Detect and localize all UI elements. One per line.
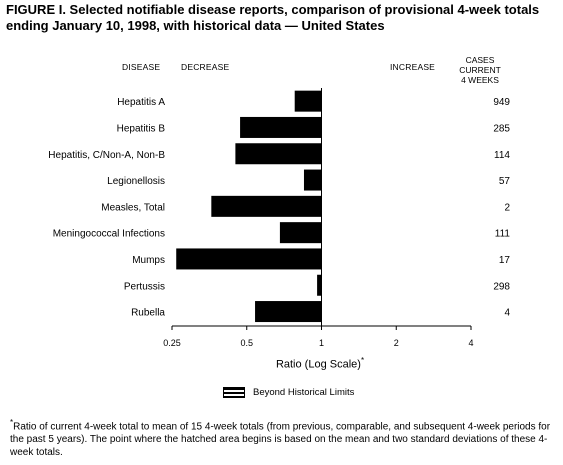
cases-value: 114 xyxy=(494,150,510,161)
category-label: Hepatitis B xyxy=(117,123,166,134)
cases-header-line2: 4 WEEKS xyxy=(461,75,499,85)
x-tick-label: 0.5 xyxy=(240,338,253,348)
x-axis-title: Ratio (Log Scale)* xyxy=(240,356,400,371)
bar xyxy=(240,116,322,138)
decrease-header: DECREASE xyxy=(181,62,230,72)
bar xyxy=(255,301,322,323)
bar xyxy=(317,274,322,296)
bar xyxy=(279,222,322,244)
bar xyxy=(176,248,322,270)
cases-value: 57 xyxy=(499,176,511,187)
cases-value: 4 xyxy=(504,308,510,319)
bar xyxy=(211,195,322,217)
category-label: Mumps xyxy=(132,255,165,266)
legend-label: Beyond Historical Limits xyxy=(253,386,355,398)
category-label: Legionellosis xyxy=(107,176,165,187)
chart-title: FIGURE I. Selected notifiable disease re… xyxy=(6,2,540,33)
footnote: *Ratio of current 4-week total to mean o… xyxy=(10,416,562,459)
cases-value: 2 xyxy=(504,202,510,213)
legend: Beyond Historical Limits xyxy=(223,384,354,400)
category-label: Hepatitis A xyxy=(117,97,165,108)
bar xyxy=(303,169,322,191)
category-label: Pertussis xyxy=(124,281,165,292)
x-tick-label: 0.25 xyxy=(163,338,181,348)
category-label: Hepatitis, C/Non-A, Non-B xyxy=(48,150,165,161)
cases-value: 285 xyxy=(493,123,510,134)
cases-value: 949 xyxy=(493,97,510,108)
increase-header: INCREASE xyxy=(390,62,436,72)
x-tick-label: 1 xyxy=(319,338,324,348)
x-tick-label: 4 xyxy=(468,338,473,348)
category-label: Meningococcal Infections xyxy=(53,229,165,240)
category-label: Measles, Total xyxy=(101,202,165,213)
cases-header-line1: CASES CURRENT xyxy=(459,55,501,75)
cases-column-header: CASES CURRENT 4 WEEKS xyxy=(448,55,512,85)
bar xyxy=(294,90,322,112)
footnote-text: Ratio of current 4-week total to mean of… xyxy=(10,421,551,459)
cases-value: 111 xyxy=(495,229,511,240)
disease-column-header: DISEASE xyxy=(122,62,161,72)
cases-value: 17 xyxy=(499,255,511,266)
x-tick-label: 2 xyxy=(394,338,399,348)
x-axis-title-marker: * xyxy=(360,356,365,365)
footnote-marker: * xyxy=(10,418,14,427)
cases-value: 298 xyxy=(493,281,510,292)
bar xyxy=(235,143,322,165)
hatched-legend-swatch xyxy=(223,386,245,398)
category-label: Rubella xyxy=(131,308,165,319)
x-axis-title-text: Ratio (Log Scale) xyxy=(275,358,361,371)
